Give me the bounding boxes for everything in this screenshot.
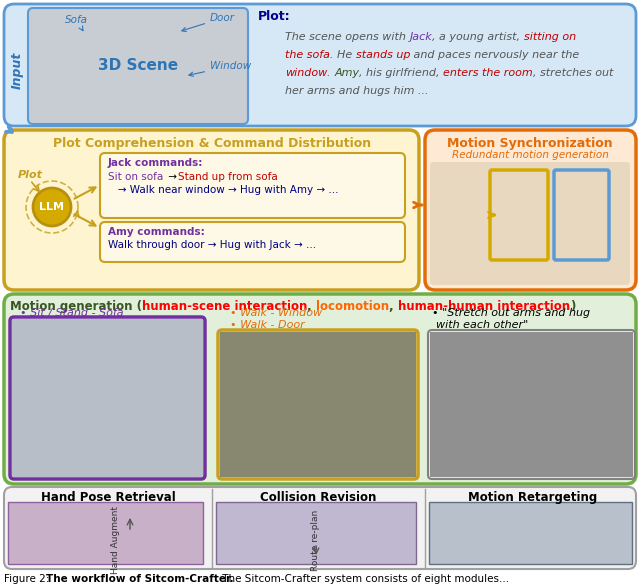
Text: 3D Scene: 3D Scene (98, 59, 178, 73)
FancyBboxPatch shape (4, 487, 636, 569)
Text: Plot Comprehension & Command Distribution: Plot Comprehension & Command Distributio… (53, 137, 371, 150)
Text: Figure 2:: Figure 2: (4, 574, 52, 584)
Text: her arms and hugs him ...: her arms and hugs him ... (285, 86, 429, 96)
FancyBboxPatch shape (218, 330, 418, 479)
FancyBboxPatch shape (428, 330, 635, 479)
Text: sitting on: sitting on (524, 32, 576, 42)
Text: Motion Synchronization: Motion Synchronization (447, 137, 613, 150)
Text: Input: Input (10, 51, 24, 89)
FancyBboxPatch shape (28, 8, 248, 124)
Text: ): ) (570, 300, 575, 313)
Text: Jack commands:: Jack commands: (108, 158, 204, 168)
Text: and paces nervously near the: and paces nervously near the (410, 50, 579, 60)
Text: ,: , (389, 300, 398, 313)
Bar (8, 502, 203, 564)
FancyBboxPatch shape (4, 4, 636, 126)
Text: Amy commands:: Amy commands: (108, 227, 205, 237)
Text: , his girlfriend,: , his girlfriend, (360, 68, 444, 78)
FancyBboxPatch shape (100, 153, 405, 218)
FancyBboxPatch shape (4, 294, 636, 484)
Text: The workflow of Sitcom-Crafter.: The workflow of Sitcom-Crafter. (46, 574, 234, 584)
Bar (430, 332, 633, 477)
Ellipse shape (33, 188, 71, 226)
Text: window: window (285, 68, 327, 78)
Text: • "Stretch out arms and hug: • "Stretch out arms and hug (432, 308, 590, 318)
Text: The Sitcom-Crafter system consists of eight modules...: The Sitcom-Crafter system consists of ei… (219, 574, 509, 584)
Text: Route re-plan: Route re-plan (312, 510, 321, 571)
FancyBboxPatch shape (10, 317, 205, 479)
Text: with each other": with each other" (436, 320, 528, 330)
Text: Walk through door → Hug with Jack → ...: Walk through door → Hug with Jack → ... (108, 240, 316, 250)
Text: Motion generation (: Motion generation ( (10, 300, 142, 313)
Text: Window: Window (189, 61, 252, 76)
Bar (216, 502, 416, 564)
Text: . He: . He (330, 50, 356, 60)
Text: Amy: Amy (334, 68, 360, 78)
Bar (12, 319, 203, 477)
Text: Door: Door (182, 13, 235, 32)
Text: • Walk - Window: • Walk - Window (230, 308, 322, 318)
Text: • Walk - Door: • Walk - Door (230, 320, 305, 330)
Text: human-human interaction: human-human interaction (398, 300, 570, 313)
FancyBboxPatch shape (100, 222, 405, 262)
Text: .: . (327, 68, 334, 78)
Text: → Walk near window → Hug with Amy → ...: → Walk near window → Hug with Amy → ... (108, 185, 339, 195)
Text: stands up: stands up (356, 50, 410, 60)
FancyBboxPatch shape (425, 130, 636, 290)
Bar (429, 502, 632, 564)
Text: enters the room: enters the room (444, 68, 533, 78)
Text: Collision Revision: Collision Revision (260, 491, 376, 504)
Text: , a young artist,: , a young artist, (432, 32, 524, 42)
Text: Hand Augment: Hand Augment (111, 506, 120, 574)
Text: • Sit / Stand - Sofa: • Sit / Stand - Sofa (20, 308, 124, 318)
Text: locomotion: locomotion (316, 300, 389, 313)
Text: Redundant motion generation: Redundant motion generation (452, 150, 609, 160)
Text: , stretches out: , stretches out (533, 68, 614, 78)
Text: Motion Retargeting: Motion Retargeting (468, 491, 598, 504)
Text: Stand up from sofa: Stand up from sofa (178, 172, 278, 182)
Text: ,: , (307, 300, 316, 313)
Bar (220, 332, 416, 477)
Text: human-scene interaction: human-scene interaction (142, 300, 307, 313)
Text: Plot:: Plot: (258, 10, 291, 23)
Text: LLM: LLM (40, 202, 65, 212)
Text: the sofa: the sofa (285, 50, 330, 60)
Text: →: → (165, 172, 180, 182)
Text: Sit on sofa: Sit on sofa (108, 172, 163, 182)
Text: Plot: Plot (17, 170, 42, 180)
FancyBboxPatch shape (430, 162, 630, 285)
Text: Jack: Jack (410, 32, 432, 42)
FancyBboxPatch shape (4, 130, 419, 290)
Text: Sofa: Sofa (65, 15, 88, 31)
Text: Hand Pose Retrieval: Hand Pose Retrieval (40, 491, 175, 504)
Text: The scene opens with: The scene opens with (285, 32, 410, 42)
